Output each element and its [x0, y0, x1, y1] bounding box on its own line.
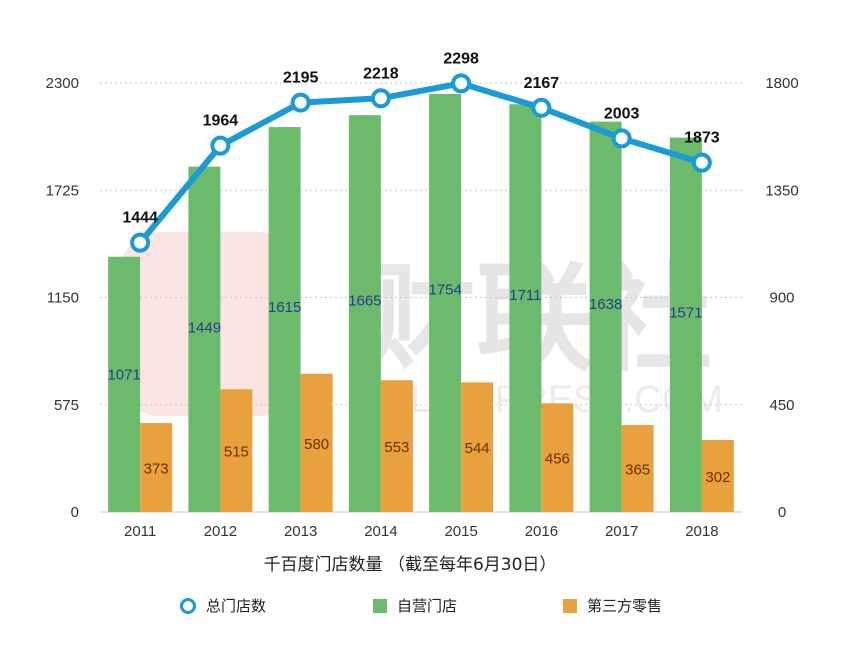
left-axis: 0 575 1150 1725 2300 [46, 75, 79, 521]
bar-label-self-operated: 1071 [107, 366, 140, 383]
bar-label-third-party: 302 [705, 469, 730, 486]
legend-ring-icon [180, 597, 196, 614]
bar-third-party [140, 423, 173, 512]
x-axis: 2011 2012 2013 2014 2015 2016 2017 2018 [124, 523, 719, 540]
bar-self-operated [188, 166, 221, 512]
right-tick-label: 450 [769, 397, 794, 414]
legend: 总门店数 自营门店 第三方零售 [0, 595, 864, 619]
bar-label-self-operated: 1665 [348, 293, 381, 310]
bar-label-third-party: 580 [304, 436, 329, 453]
x-tick-label: 2013 [284, 523, 317, 540]
point-total-stores [451, 73, 472, 94]
series-self-operated [108, 93, 702, 513]
x-tick-label: 2017 [605, 523, 638, 540]
bar-label-self-operated: 1449 [188, 319, 221, 336]
point-total-stores [210, 135, 231, 156]
point-total-stores [611, 128, 632, 149]
bar-label-third-party: 365 [625, 462, 650, 479]
point-label-total-stores: 2167 [524, 75, 560, 92]
bar-label-third-party: 456 [545, 451, 570, 468]
bar-label-self-operated: 1571 [669, 304, 702, 321]
bar-third-party [220, 389, 253, 512]
left-tick-label: 0 [71, 504, 79, 521]
bar-label-third-party: 544 [465, 440, 490, 457]
left-tick-label: 1150 [47, 290, 79, 307]
left-tick-label: 575 [54, 397, 79, 414]
bar-label-third-party: 373 [144, 461, 169, 478]
bar-label-self-operated: 1754 [428, 282, 461, 299]
bar-label-self-operated: 1638 [589, 296, 622, 313]
x-tick-label: 2011 [124, 523, 156, 540]
point-total-stores [691, 152, 712, 173]
bar-label-self-operated: 1615 [268, 299, 301, 316]
bar-third-party [461, 382, 494, 512]
legend-item-self-operated: 自营门店 [373, 595, 457, 616]
point-label-total-stores: 2195 [283, 70, 319, 87]
bar-self-operated [348, 115, 381, 513]
bar-third-party [380, 380, 413, 512]
bar-label-third-party: 515 [224, 444, 249, 461]
bar-self-operated [429, 93, 462, 513]
bar-label-third-party: 553 [384, 439, 409, 456]
x-tick-label: 2015 [444, 523, 477, 540]
bar-self-operated [268, 127, 301, 512]
point-total-stores [130, 232, 151, 253]
x-axis-title: 千百度门店数量 （截至每年6月30日） [264, 555, 557, 575]
point-label-total-stores: 1964 [203, 113, 239, 130]
point-label-total-stores: 2003 [604, 105, 640, 122]
left-tick-label: 1725 [46, 182, 79, 199]
point-total-stores [531, 97, 552, 118]
legend-label-third-party: 第三方零售 [587, 597, 663, 615]
line-total-stores [137, 80, 703, 245]
point-label-total-stores: 1873 [684, 130, 720, 147]
point-total-stores [290, 92, 311, 113]
x-tick-label: 2014 [364, 523, 397, 540]
bar-third-party [621, 425, 654, 512]
legend-label-self-operated: 自营门店 [397, 597, 458, 615]
legend-swatch-icon [563, 598, 577, 613]
point-label-total-stores: 2298 [443, 50, 479, 67]
left-tick-label: 2300 [46, 75, 79, 92]
x-tick-label: 2016 [525, 523, 558, 540]
bar-third-party [541, 403, 574, 512]
legend-swatch-icon [373, 598, 387, 613]
point-label-total-stores: 1444 [122, 210, 158, 227]
x-tick-label: 2018 [685, 523, 718, 540]
bar-self-operated [589, 121, 622, 513]
bar-labels: 1071 373 1449 515 1615 580 1665 553 1754 544 1711 4… [107, 282, 730, 486]
bar-self-operated [108, 256, 141, 512]
right-tick-label: 0 [778, 504, 786, 521]
legend-label-total: 总门店数 [206, 597, 267, 615]
right-tick-label: 1800 [765, 75, 798, 92]
bar-label-self-operated: 1711 [509, 287, 541, 304]
bar-self-operated [509, 104, 542, 512]
right-tick-label: 1350 [765, 182, 798, 199]
point-label-total-stores: 2218 [363, 65, 399, 82]
bar-self-operated [669, 137, 702, 512]
bar-third-party [300, 373, 333, 512]
point-total-stores [370, 88, 391, 109]
right-tick-label: 900 [769, 290, 794, 307]
series-third-party [140, 373, 734, 512]
legend-item-third-party: 第三方零售 [563, 595, 662, 616]
bar-third-party [701, 440, 734, 512]
legend-item-total: 总门店数 [180, 595, 266, 616]
series-total-stores: 1444 1964 2195 2218 2298 2167 2003 1873 [122, 50, 720, 253]
x-tick-label: 2012 [204, 523, 237, 540]
right-axis: 0 450 900 1350 1800 [765, 75, 798, 521]
